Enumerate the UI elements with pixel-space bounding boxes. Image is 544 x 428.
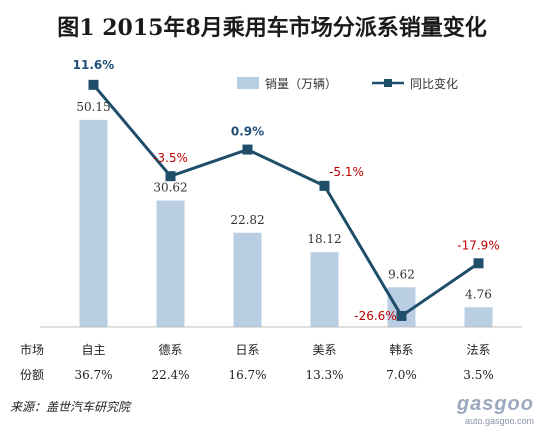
row-header-share: 份额 bbox=[20, 368, 44, 382]
yoy-value-label-5: -17.9% bbox=[457, 238, 499, 252]
category-label-4: 韩系 bbox=[389, 342, 413, 357]
watermark-brand: gasgoo bbox=[456, 393, 534, 415]
yoy-value-label-3: -5.1% bbox=[329, 165, 364, 179]
share-value-0: 36.7% bbox=[74, 368, 112, 382]
chart-title: 图1 2015年8月乘用车市场分派系销量变化 bbox=[57, 15, 487, 41]
category-label-1: 德系 bbox=[158, 342, 182, 357]
category-label-3: 美系 bbox=[312, 343, 336, 357]
legend-label-line: 同比变化 bbox=[410, 76, 458, 91]
category-label-0: 自主 bbox=[81, 343, 105, 357]
bar-1 bbox=[156, 200, 185, 327]
legend-marker-swatch bbox=[384, 79, 392, 87]
watermark-url: auto.gasgoo.com bbox=[464, 416, 534, 426]
category-label-5: 法系 bbox=[466, 343, 490, 357]
yoy-value-label-0: 11.6% bbox=[73, 58, 115, 72]
share-value-3: 13.3% bbox=[305, 368, 343, 382]
yoy-value-label-2: 0.9% bbox=[231, 125, 264, 139]
bar-5 bbox=[464, 307, 493, 327]
bar-value-label-2: 22.82 bbox=[230, 213, 264, 227]
share-value-2: 16.7% bbox=[228, 368, 266, 382]
row-header-market: 市场 bbox=[20, 342, 44, 357]
yoy-marker-0 bbox=[88, 79, 99, 90]
bar-value-label-5: 4.76 bbox=[465, 287, 492, 301]
bar-2 bbox=[233, 232, 262, 327]
bar-value-label-3: 18.12 bbox=[307, 232, 341, 246]
bar-value-label-4: 9.62 bbox=[388, 267, 415, 281]
yoy-value-label-4: -26.6% bbox=[354, 309, 396, 323]
bar-value-label-1: 30.62 bbox=[153, 181, 187, 195]
bar-3 bbox=[310, 252, 339, 327]
legend-label-bar: 销量（万辆） bbox=[265, 77, 337, 91]
share-value-5: 3.5% bbox=[463, 368, 494, 382]
watermark-logo: gasgoo auto.gasgoo.com bbox=[457, 393, 534, 426]
source-note: 来源：盖世汽车研究院 bbox=[10, 400, 131, 414]
yoy-value-label-1: -3.5% bbox=[153, 151, 188, 165]
yoy-marker-2 bbox=[242, 144, 253, 155]
category-label-2: 日系 bbox=[235, 343, 259, 357]
yoy-marker-4 bbox=[396, 310, 407, 321]
share-value-4: 7.0% bbox=[386, 368, 417, 382]
bar-0 bbox=[79, 119, 108, 328]
yoy-marker-1 bbox=[165, 171, 176, 182]
bar-value-label-0: 50.15 bbox=[76, 100, 110, 114]
yoy-marker-3 bbox=[319, 180, 330, 191]
legend-swatch-bar bbox=[237, 77, 259, 89]
yoy-marker-5 bbox=[473, 258, 484, 269]
yoy-line bbox=[92, 83, 480, 318]
share-value-1: 22.4% bbox=[151, 368, 189, 382]
